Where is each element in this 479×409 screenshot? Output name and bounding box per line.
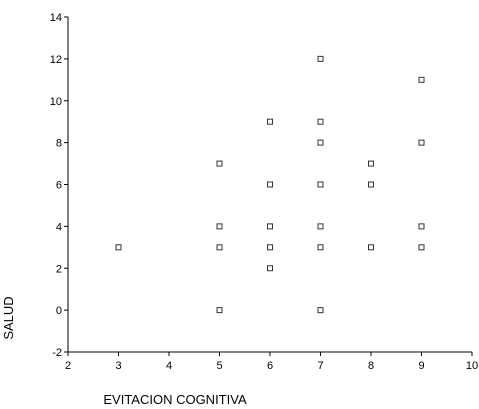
data-point xyxy=(317,118,324,125)
data-point xyxy=(216,223,223,230)
data-point xyxy=(418,139,425,146)
data-point xyxy=(216,307,223,314)
data-point xyxy=(216,160,223,167)
x-tick-label: 8 xyxy=(368,360,374,372)
y-tick-label: 6 xyxy=(56,180,62,192)
data-point xyxy=(418,223,425,230)
data-point xyxy=(418,76,425,83)
y-tick-label: 2 xyxy=(56,263,62,275)
data-point xyxy=(317,244,324,251)
data-point xyxy=(317,139,324,146)
data-point xyxy=(317,55,324,62)
data-point xyxy=(267,118,273,125)
data-point xyxy=(267,223,273,230)
y-tick-label: 8 xyxy=(56,138,62,150)
data-point xyxy=(368,160,374,167)
x-tick-label: 10 xyxy=(466,360,478,372)
data-point xyxy=(317,223,324,230)
x-axis-ticks: 2 3 4 5 6 7 8 9 10 xyxy=(65,352,478,372)
y-axis-ticks: -2 0 2 4 6 8 10 12 14 xyxy=(50,12,68,359)
x-tick-label: 2 xyxy=(65,360,71,372)
y-tick-label: -2 xyxy=(52,347,62,359)
data-point xyxy=(317,181,324,188)
data-point xyxy=(267,265,273,272)
data-point xyxy=(115,244,122,251)
x-axis-title: EVITACION COGNITIVA xyxy=(103,392,247,407)
data-point xyxy=(368,244,374,251)
x-tick-label: 5 xyxy=(216,360,222,372)
y-tick-label: 0 xyxy=(56,305,62,317)
x-tick-label: 9 xyxy=(418,360,424,372)
y-tick-label: 4 xyxy=(56,221,62,233)
x-tick-label: 6 xyxy=(267,360,273,372)
x-tick-label: 7 xyxy=(317,360,323,372)
data-point xyxy=(418,244,425,251)
data-point xyxy=(317,307,324,314)
x-tick-label: 4 xyxy=(166,360,172,372)
data-point xyxy=(267,181,273,188)
data-point xyxy=(368,181,374,188)
data-point xyxy=(267,244,273,251)
y-tick-label: 12 xyxy=(50,54,62,66)
y-axis-title: SALUD xyxy=(1,296,16,339)
y-tick-label: 10 xyxy=(50,96,62,108)
y-tick-label: 14 xyxy=(50,12,62,24)
data-points xyxy=(115,55,425,314)
x-tick-label: 3 xyxy=(115,360,121,372)
data-point xyxy=(216,244,223,251)
